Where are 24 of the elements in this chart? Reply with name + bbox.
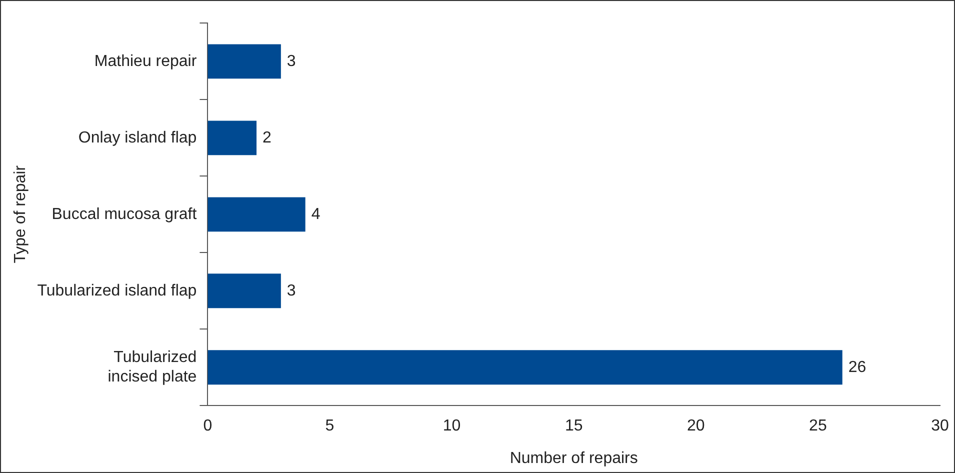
bar [208,350,842,385]
x-tick-label: 30 [931,418,949,435]
y-tick-label: Tubularized island flap [37,282,197,300]
y-tick-label: Buccal mucosa graft [52,206,198,223]
x-tick-label: 0 [203,418,212,435]
data-label: 4 [311,206,320,223]
x-tick-label: 20 [687,418,705,435]
bar [208,44,281,79]
data-label: 2 [262,129,272,146]
y-tick-label: Onlay island flap [78,129,197,146]
bar [208,120,257,156]
bar [208,274,281,308]
data-label: 3 [286,282,296,300]
bar [208,197,306,232]
data-label: 26 [848,358,866,376]
x-tick-label: 10 [442,418,461,435]
y-tick-label: Mathieu repair [94,52,198,70]
x-tick-label: 5 [325,418,334,435]
data-label: 3 [286,52,296,70]
y-tick-label: Tubularized incised plate [108,349,197,386]
y-axis-title: Type of repair [12,164,30,264]
x-tick-label: 25 [809,418,827,435]
x-axis-title: Number of repairs [510,450,638,467]
x-tick-label: 15 [564,418,583,435]
